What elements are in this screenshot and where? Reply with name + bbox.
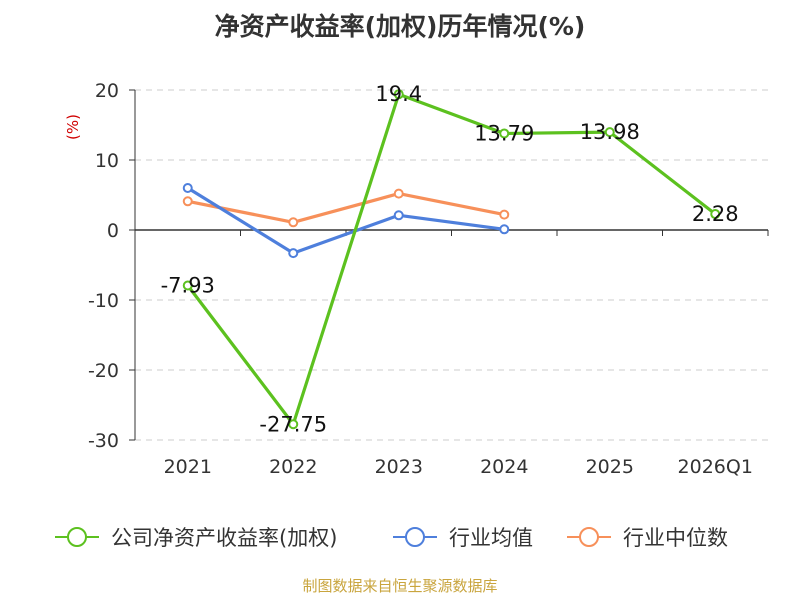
data-point [288, 217, 299, 228]
x-tick-label: 2026Q1 [678, 456, 753, 478]
legend-item: 行业中位数 [567, 526, 728, 550]
legend: 公司净资产收益率(加权) 行业均值 行业中位数 [55, 526, 728, 550]
data-point [499, 209, 510, 220]
y-tick-label: -20 [88, 360, 119, 382]
data-point [393, 89, 404, 100]
data-point [604, 127, 615, 138]
y-tick-label: 20 [95, 80, 119, 102]
y-tick-label: -10 [88, 290, 119, 312]
legend-item: 行业均值 [393, 526, 533, 550]
data-label: -27.75 [259, 412, 327, 436]
x-tick-label: 2025 [586, 456, 634, 478]
chart-title: 净资产收益率(加权)历年情况(%) [214, 12, 586, 41]
data-point [182, 183, 193, 193]
data-label: 13.98 [580, 120, 640, 144]
legend-label: 公司净资产收益率(加权) [111, 526, 337, 550]
x-tick-label: 2024 [480, 456, 528, 478]
data-label: 13.79 [474, 121, 534, 145]
x-tick-label: 2021 [164, 456, 212, 478]
data-point [288, 248, 299, 259]
legend-label: 行业中位数 [623, 526, 728, 550]
source-note: 制图数据来自恒生聚源数据库 [302, 577, 498, 595]
y-tick-label: 10 [95, 150, 119, 172]
data-point [182, 280, 193, 291]
data-point [710, 209, 721, 220]
grid-lines [135, 89, 768, 441]
legend-label: 行业均值 [449, 526, 533, 550]
data-point [182, 196, 193, 207]
series-line [186, 186, 505, 255]
axes: 20 10 0 -10 -20 -30 2021 2022 2023 2024 2025 2026Q1 [88, 80, 769, 478]
y-tick-label: 0 [107, 220, 119, 242]
data-point [288, 419, 299, 430]
y-axis-unit-label: (%) [64, 114, 82, 140]
data-label: -7.93 [161, 274, 215, 298]
legend-marker-icon [67, 527, 87, 547]
data-labels: -7.93 -27.75 19.4 13.79 13.98 2.28 [161, 82, 739, 436]
x-tick-label: 2022 [269, 456, 317, 478]
data-point [393, 210, 404, 221]
x-tick-label: 2023 [375, 456, 423, 478]
data-point [499, 224, 510, 235]
legend-marker-icon [579, 527, 599, 547]
series-line [187, 192, 505, 224]
data-point [393, 188, 404, 199]
series-line [186, 92, 717, 426]
y-tick-label: -30 [88, 430, 119, 452]
data-point [499, 128, 510, 139]
data-label: 19.4 [375, 82, 422, 106]
data-label: 2.28 [692, 202, 739, 226]
series-lines [182, 89, 721, 430]
legend-item: 公司净资产收益率(加权) [55, 526, 337, 550]
legend-marker-icon [405, 527, 425, 547]
